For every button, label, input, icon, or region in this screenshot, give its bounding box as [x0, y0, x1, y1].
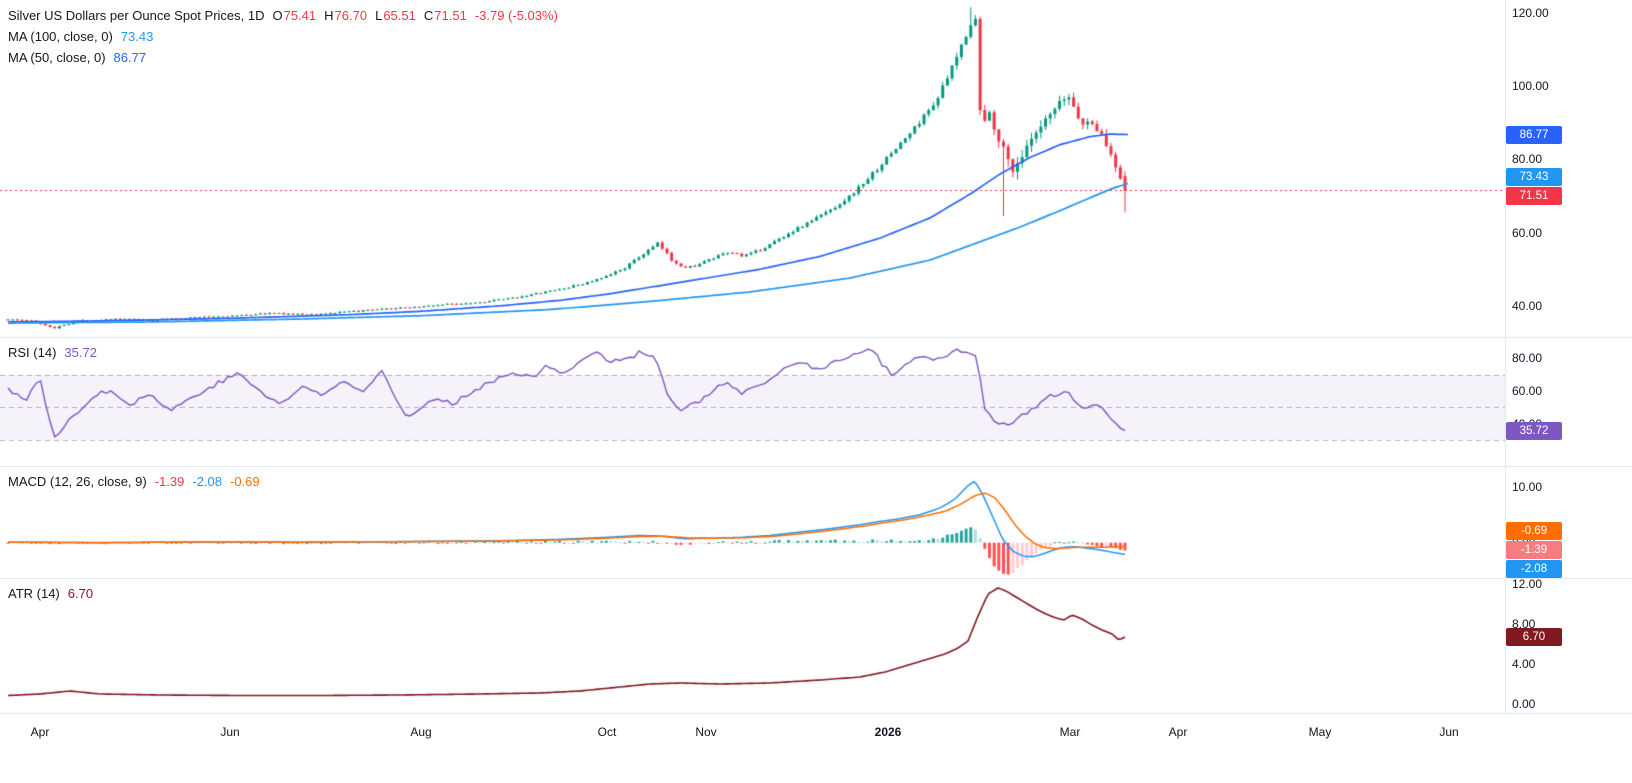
macd-signal-value: -0.69 [230, 474, 260, 489]
price-scale-axis[interactable]: 120.00100.0080.0060.0040.0080.0060.0040.… [1505, 0, 1632, 713]
low-label: L [375, 8, 383, 23]
ma50-label: MA (50, close, 0) [8, 50, 106, 65]
macd-axis-tick: 10.00 [1512, 479, 1543, 494]
rsi-axis-tick: 80.00 [1512, 351, 1543, 366]
price-axis-tick: 40.00 [1512, 298, 1543, 313]
atr-value-badge: 6.70 [1506, 628, 1562, 646]
open-value: 75.41 [283, 8, 317, 23]
ma50-value: 86.77 [113, 50, 147, 65]
close-value: 71.51 [434, 8, 467, 23]
ma50-legend-row[interactable]: MA (50, close, 0) 86.77 [8, 47, 558, 68]
ma100-price-badge: 73.43 [1506, 168, 1562, 187]
high-label: H [324, 8, 334, 23]
macd-signal-badge: -0.69 [1506, 522, 1562, 541]
high-value: 76.70 [334, 8, 368, 23]
macd-hist-badge: -1.39 [1506, 541, 1562, 560]
change-value: -3.79 (-5.03%) [474, 8, 558, 23]
macd-line-value: -2.08 [192, 474, 222, 489]
atr-axis-tick: 8.00 [1512, 617, 1536, 631]
low-value: 65.51 [383, 8, 416, 23]
macd-hist-value: -1.39 [154, 474, 185, 489]
open-pair: O 75.41 [272, 8, 316, 23]
time-scale-axis[interactable]: Apr Jun Aug Oct Nov 2026 Mar Apr May Jun [0, 713, 1632, 783]
price-axis-tick: 80.00 [1512, 152, 1543, 167]
low-pair: L 65.51 [375, 8, 416, 23]
atr-pane-legend: ATR (14) 6.70 [8, 583, 93, 604]
last-price-badge: 71.51 [1506, 187, 1562, 206]
time-axis-label: Jun [220, 725, 240, 739]
time-axis-label: Nov [695, 725, 717, 739]
time-axis-label: Apr [30, 725, 50, 739]
time-axis-label: Aug [410, 725, 432, 739]
rsi-value-badge: 35.72 [1506, 421, 1562, 440]
symbol-title[interactable]: Silver US Dollars per Ounce Spot Prices,… [8, 8, 265, 23]
macd-line-badge: -2.08 [1506, 560, 1562, 579]
macd-label: MACD (12, 26, close, 9) [8, 474, 147, 489]
rsi-pane-legend: RSI (14) 35.72 [8, 342, 97, 363]
macd-legend-row[interactable]: MACD (12, 26, close, 9) -1.39 -2.08 -0.6… [8, 471, 260, 492]
time-axis-label: Jun [1439, 725, 1459, 739]
rsi-axis-tick: 60.00 [1512, 383, 1543, 398]
open-label: O [272, 8, 283, 23]
atr-legend-row[interactable]: ATR (14) 6.70 [8, 583, 93, 604]
price-axis-tick: 120.00 [1512, 5, 1549, 20]
macd-pane-legend: MACD (12, 26, close, 9) -1.39 -2.08 -0.6… [8, 471, 260, 492]
atr-value: 6.70 [67, 586, 94, 601]
atr-label: ATR (14) [8, 586, 60, 601]
rsi-label: RSI (14) [8, 345, 57, 360]
time-axis-label: Mar [1059, 725, 1081, 739]
ma100-value: 73.43 [120, 29, 154, 44]
atr-axis-tick: 12.00 [1512, 577, 1543, 591]
time-axis-label: 2026 [874, 725, 902, 739]
close-pair: C 71.51 [424, 8, 467, 23]
rsi-legend-row[interactable]: RSI (14) 35.72 [8, 342, 97, 363]
high-pair: H 76.70 [324, 8, 367, 23]
symbol-ohlc-row[interactable]: Silver US Dollars per Ounce Spot Prices,… [8, 5, 558, 26]
time-axis-label: Oct [597, 725, 617, 739]
price-axis-tick: 100.00 [1512, 79, 1549, 94]
atr-axis-tick: 0.00 [1512, 697, 1536, 711]
ma100-label: MA (100, close, 0) [8, 29, 113, 44]
time-axis-label: May [1308, 725, 1332, 739]
ma50-price-badge: 86.77 [1506, 125, 1562, 144]
price-pane-legend: Silver US Dollars per Ounce Spot Prices,… [8, 5, 558, 68]
rsi-value: 35.72 [64, 345, 97, 360]
close-label: C [423, 8, 434, 23]
price-axis-tick: 60.00 [1512, 225, 1543, 240]
ma100-legend-row[interactable]: MA (100, close, 0) 73.43 [8, 26, 558, 47]
time-axis-label: Apr [1168, 725, 1188, 739]
atr-axis-tick: 4.00 [1512, 657, 1536, 671]
